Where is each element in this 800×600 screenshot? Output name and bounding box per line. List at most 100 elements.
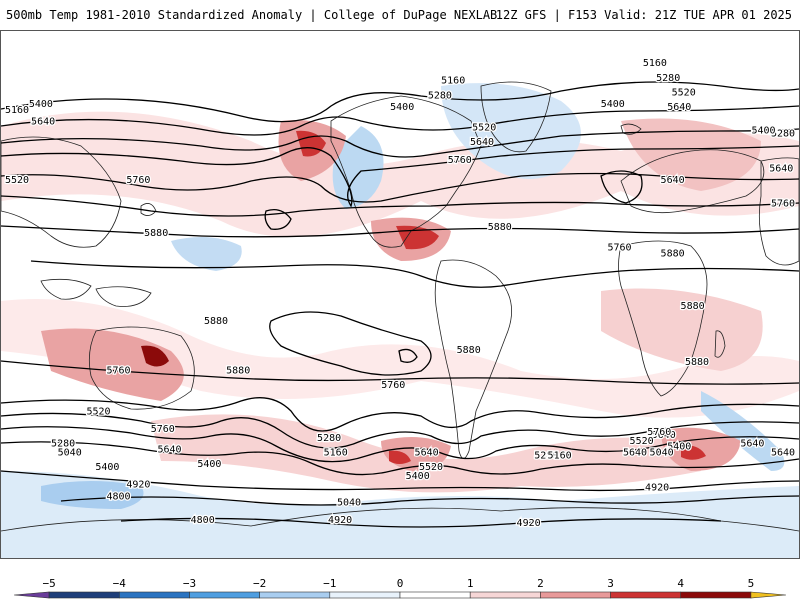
- legend-tick-label: −2: [253, 577, 266, 590]
- legend-tick-label: 3: [607, 577, 614, 590]
- contour-label: 5640: [415, 448, 439, 459]
- contour-label: 5400: [406, 471, 430, 482]
- contour-label: 5400: [390, 102, 414, 113]
- contour-label: 5760: [448, 155, 472, 166]
- contour-label: 4920: [645, 483, 669, 494]
- anomaly-region: [41, 481, 144, 509]
- anomaly-region: [332, 126, 384, 209]
- model-valid-time: 12Z GFS | F153 Valid: 21Z TUE APR 01 202…: [495, 8, 792, 22]
- anomaly-region: [151, 414, 701, 493]
- contour-label: 5640: [771, 448, 795, 459]
- height-contour: [1, 360, 799, 385]
- coastline: [714, 330, 726, 358]
- contour-labels: 5160540056405280540056405520576057605880…: [4, 57, 797, 530]
- height-contour: [1, 105, 799, 136]
- height-contour: [1, 128, 799, 158]
- contour-label: 5160: [441, 76, 465, 87]
- color-legend: −5 −4 −3 −2 −1 0 1 2 3 4 5: [0, 572, 800, 600]
- legend-bin: [259, 591, 331, 599]
- height-contour: [1, 397, 799, 432]
- contour-label: 5280: [51, 439, 75, 450]
- contour-label: 5400: [601, 99, 625, 110]
- map-title: 500mb Temp 1981-2010 Standardized Anomal…: [6, 8, 498, 22]
- contour-label: 5880: [681, 301, 705, 312]
- height-contour: [1, 426, 799, 463]
- contour-label: 5280: [771, 128, 795, 139]
- height-contour: [269, 311, 432, 376]
- map-canvas: 5160540056405280540056405520576057605880…: [1, 57, 799, 558]
- contour-label: 5760: [771, 199, 795, 210]
- title-bar: 500mb Temp 1981-2010 Standardized Anomal…: [0, 0, 800, 30]
- contour-label: 5760: [106, 366, 130, 377]
- legend-bin: [329, 591, 401, 599]
- coastline: [480, 81, 552, 153]
- height-contour: [60, 495, 799, 506]
- height-contour: [1, 195, 799, 217]
- contour-label: 5640: [470, 137, 494, 148]
- contour-label: 5280: [656, 73, 680, 84]
- contour-label: 5760: [151, 424, 175, 435]
- legend-bin: [540, 591, 611, 599]
- weather-map: 5160 5400 5640 5280 5400 5640 5520 5760 5760 5880…: [0, 30, 800, 559]
- contour-label: 5640: [769, 164, 793, 175]
- contour-label: 5880: [204, 316, 228, 327]
- contour-label: 4800: [191, 515, 215, 526]
- height-contour: [1, 225, 799, 238]
- contour-label: 5760: [381, 380, 405, 391]
- coastline: [758, 157, 799, 266]
- contour-label: 5280: [534, 451, 558, 462]
- anomaly-region: [441, 83, 581, 179]
- anomaly-shading: [1, 83, 799, 558]
- height-contours: [1, 81, 799, 528]
- height-contour: [120, 517, 722, 528]
- contour-label: 5760: [647, 427, 671, 438]
- legend-bin: [610, 591, 681, 599]
- legend-bin: [13, 591, 50, 599]
- anomaly-region: [171, 237, 242, 271]
- contour-label: 5760: [607, 243, 631, 254]
- contour-label: 5640: [667, 102, 691, 113]
- contour-label: 5520: [630, 436, 654, 447]
- contour-label: 5520: [419, 462, 443, 473]
- anomaly-region: [1, 471, 799, 558]
- legend-tick-label: 2: [537, 577, 544, 590]
- contour-label: 4920: [126, 480, 150, 491]
- contour-label: 5040: [58, 448, 82, 459]
- legend-tick-label: 1: [467, 577, 474, 590]
- legend-bin: [469, 591, 541, 599]
- coastline: [1, 136, 122, 248]
- contour-label: 5520: [472, 123, 496, 134]
- legend-bin: [48, 591, 120, 599]
- contour-label: 5880: [457, 345, 481, 356]
- height-contour: [264, 208, 292, 230]
- height-contour: [30, 260, 799, 288]
- legend-tick-label: 4: [677, 577, 684, 590]
- contour-label: 5640: [652, 430, 676, 441]
- contour-label: 5640: [31, 117, 55, 128]
- legend-colorbar: −5 −4 −3 −2 −1 0 1 2 3 4 5: [13, 577, 787, 599]
- height-contour: [600, 170, 643, 204]
- coastline: [40, 278, 92, 300]
- coastline: [95, 286, 152, 307]
- contour-label: 5400: [751, 126, 775, 137]
- legend-bin: [680, 591, 752, 599]
- height-contour: [1, 81, 799, 123]
- contour-label: 5040: [650, 448, 674, 459]
- contour-label: 5280: [428, 90, 452, 101]
- coastline: [620, 123, 642, 135]
- contour-label: 5880: [661, 248, 685, 259]
- contour-label: 5400: [667, 442, 691, 453]
- coastline: [330, 95, 482, 248]
- contour-label: 5520: [5, 175, 29, 186]
- contour-label: 5400: [95, 462, 119, 473]
- legend-tick-label: −3: [183, 577, 196, 590]
- anomaly-region: [681, 445, 706, 460]
- contour-label: 5040: [337, 497, 361, 508]
- contour-label: 5640: [623, 448, 647, 459]
- anomaly-region: [389, 450, 411, 464]
- contour-label: 5400: [29, 99, 53, 110]
- contour-label: 5640: [157, 445, 181, 456]
- height-contour: [1, 172, 799, 203]
- anomaly-region: [701, 391, 785, 471]
- contour-label: 5640: [661, 175, 685, 186]
